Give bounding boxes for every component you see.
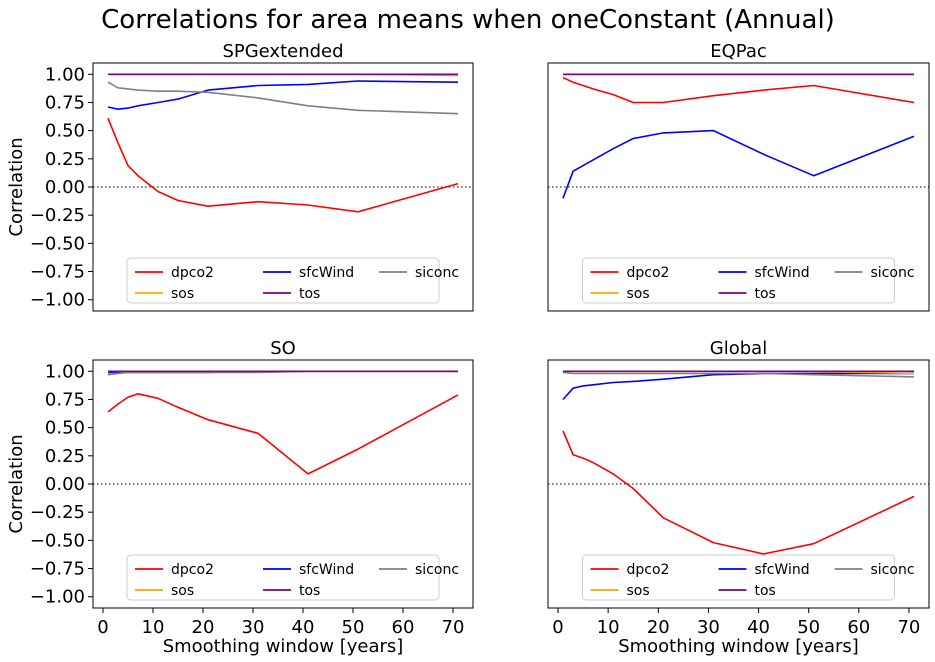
legend-label-sos: sos (171, 583, 194, 599)
series-line-dpco2 (562, 76, 915, 104)
y-tick-label: −0.25 (30, 502, 85, 523)
legend-label-sos: sos (627, 583, 650, 599)
y-tick-label: 0.25 (45, 149, 85, 170)
y-tick-label: −0.25 (30, 205, 85, 226)
y-tick-label: −0.50 (30, 233, 85, 254)
panel-spgextended: SPGextended −1.00 −0.75 −0.50 −0.25 0.00 0.25 0… (6, 41, 474, 312)
y-tick-label: 0.25 (45, 446, 85, 467)
legend-label-sos: sos (627, 286, 650, 302)
legend-label-dpco2: dpco2 (171, 265, 214, 281)
y-tick-label: 0.50 (45, 418, 85, 439)
legend-label-dpco2: dpco2 (627, 265, 670, 281)
legend-box (126, 257, 440, 304)
y-tick-label: −0.75 (30, 262, 85, 283)
x-tick-label: 40 (747, 617, 770, 638)
y-tick-label: 0.75 (45, 389, 85, 410)
panels: SPGextended −1.00 −0.75 −0.50 −0.25 0.00 0.25 0… (6, 41, 930, 657)
legend: dpco2 sfcWind siconc sos tos (582, 257, 915, 304)
x-tick-label: 60 (847, 617, 870, 638)
legend-label-dpco2: dpco2 (171, 562, 214, 578)
panel-title: EQPac (710, 41, 767, 62)
x-tick-label: 30 (697, 617, 720, 638)
x-tick-label: 70 (897, 617, 920, 638)
x-tick-label: 10 (142, 617, 165, 638)
x-tick-label: 50 (797, 617, 820, 638)
series-line-sfcWind (562, 129, 915, 199)
legend-label-sfcWind: sfcWind (755, 265, 810, 281)
series-line-dpco2 (107, 392, 459, 475)
axes-frame (547, 62, 930, 312)
y-tick-label: 1.00 (45, 64, 85, 85)
x-tick-label: 0 (552, 617, 563, 638)
legend-label-sfcWind: sfcWind (299, 562, 354, 578)
legend: dpco2 sfcWind siconc sos tos (582, 554, 915, 601)
legend: dpco2 sfcWind siconc sos tos (126, 554, 459, 601)
x-tick-label: 20 (647, 617, 670, 638)
y-tick-label: 0.75 (45, 92, 85, 113)
series-line-siconc (562, 371, 915, 378)
legend-label-dpco2: dpco2 (627, 562, 670, 578)
legend: dpco2 sfcWind siconc sos tos (126, 257, 459, 304)
y-tick-label: −0.50 (30, 530, 85, 551)
panel-title: SPGextended (222, 41, 343, 62)
x-tick-label: 60 (392, 617, 415, 638)
legend-label-tos: tos (299, 583, 320, 599)
legend-label-tos: tos (299, 286, 320, 302)
figure-title: Correlations for area means when oneCons… (101, 5, 835, 35)
panel-title: SO (270, 338, 296, 359)
x-axis-label: Smoothing window [years] (618, 636, 859, 657)
y-tick-label: −1.00 (30, 290, 85, 311)
legend-label-siconc: siconc (871, 562, 915, 578)
legend-label-siconc: siconc (415, 265, 459, 281)
x-tick-label: 10 (597, 617, 620, 638)
legend-label-sfcWind: sfcWind (299, 265, 354, 281)
y-tick-label: 0.00 (45, 177, 85, 198)
x-tick-label: 70 (442, 617, 465, 638)
panel-eqpac: EQPac dpco2 sfcWind siconc sos tos (547, 41, 930, 312)
x-axis-label: Smoothing window [years] (163, 636, 404, 657)
y-tick-label: 1.00 (45, 361, 85, 382)
legend-box (582, 257, 895, 304)
x-tick-label: 0 (97, 617, 108, 638)
legend-label-tos: tos (755, 583, 776, 599)
series-line-dpco2 (562, 430, 915, 555)
y-tick-label: −0.75 (30, 559, 85, 580)
y-tick-label: 0.50 (45, 121, 85, 142)
x-tick-label: 20 (192, 617, 215, 638)
axes-frame (547, 359, 930, 609)
y-axis-label: Correlation (6, 137, 27, 236)
panel-title: Global (710, 338, 767, 359)
y-tick-label: −1.00 (30, 587, 85, 608)
legend-label-siconc: siconc (415, 562, 459, 578)
legend-label-siconc: siconc (871, 265, 915, 281)
y-tick-label: 0.00 (45, 474, 85, 495)
series-line-siconc (107, 81, 459, 115)
panel-global: Global 0 10 20 30 40 50 60 70 Smoothing window [y… (547, 338, 930, 657)
series-line-dpco2 (107, 117, 459, 213)
legend-box (126, 554, 440, 601)
panel-so: SO −1.00 −0.75 −0.50 −0.25 0.00 0.25 0.50 0.75 1.… (6, 338, 474, 657)
legend-box (582, 554, 895, 601)
series-line-sfcWind (107, 80, 459, 110)
legend-label-sfcWind: sfcWind (755, 562, 810, 578)
x-tick-label: 50 (342, 617, 365, 638)
x-tick-label: 30 (242, 617, 265, 638)
legend-label-sos: sos (171, 286, 194, 302)
y-axis-label: Correlation (6, 434, 27, 533)
x-tick-label: 40 (292, 617, 315, 638)
legend-label-tos: tos (755, 286, 776, 302)
